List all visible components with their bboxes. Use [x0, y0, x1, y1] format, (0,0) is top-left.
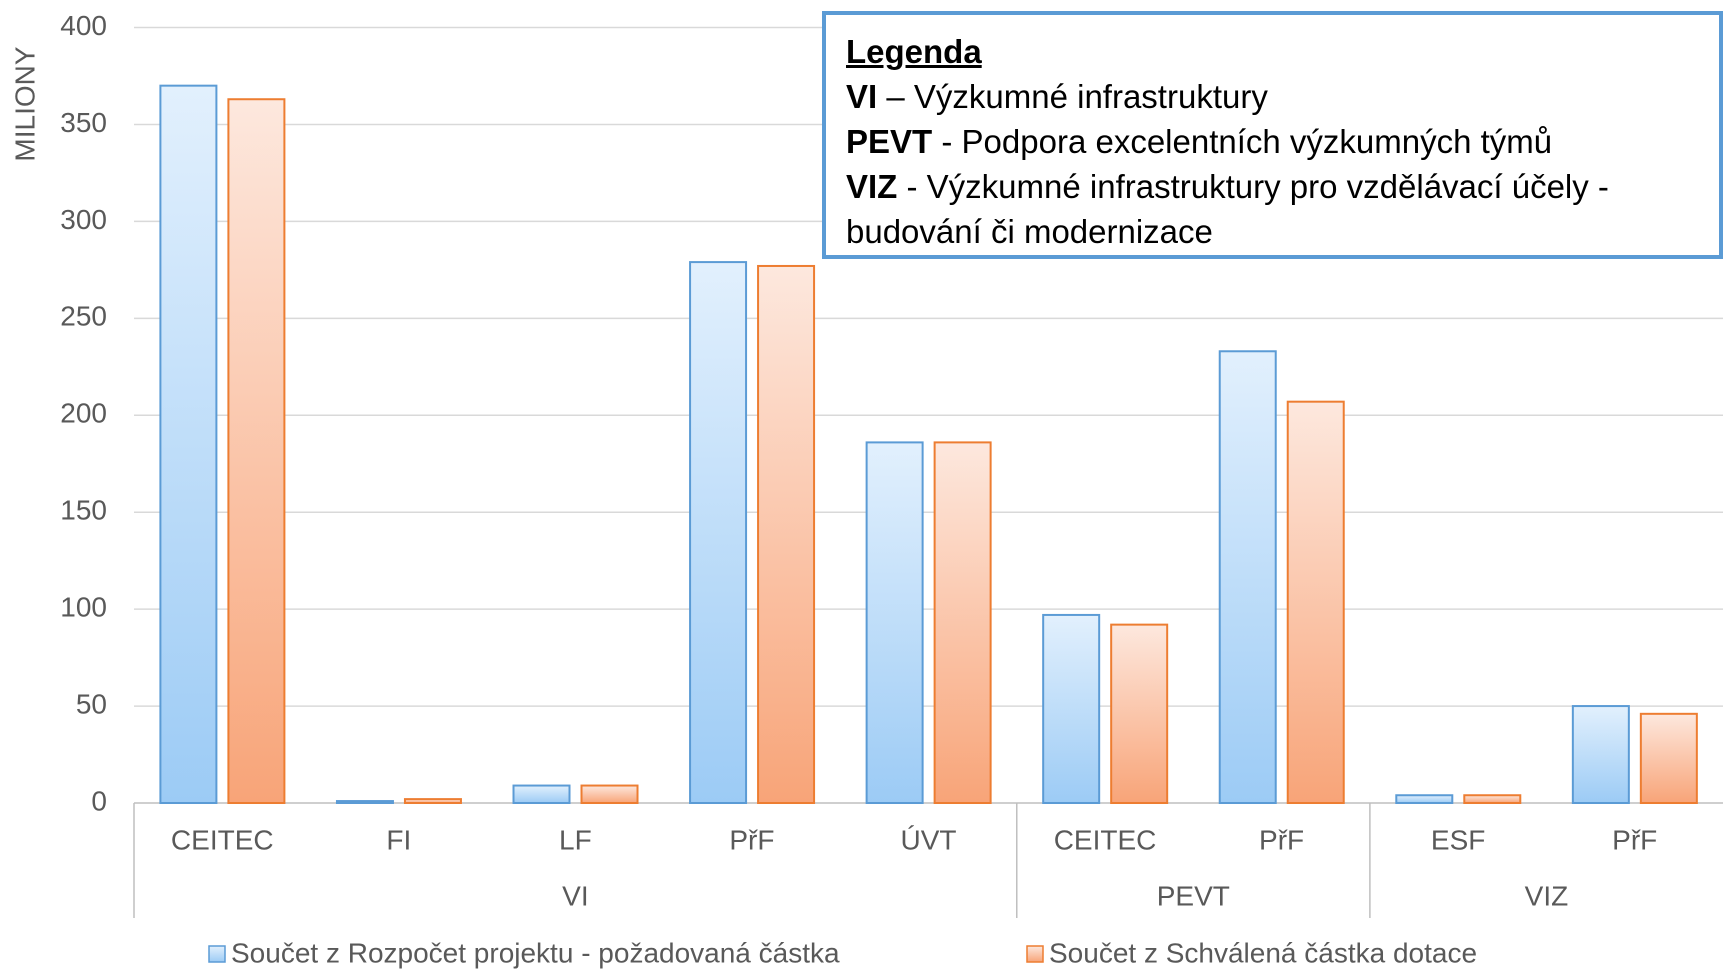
- legend-title: Legenda: [846, 29, 1703, 74]
- bar: [159, 84, 218, 805]
- group-label: VI: [562, 880, 588, 911]
- x-tick-label: CEITEC: [1054, 824, 1157, 855]
- bar: [1463, 794, 1522, 804]
- legend-item: VIZ - Výzkumné infrastruktury pro vzdělá…: [846, 164, 1703, 254]
- y-tick-label: 100: [60, 592, 107, 623]
- bar: [1639, 712, 1698, 805]
- x-tick-label: CEITEC: [171, 824, 274, 855]
- term-text: - Výzkumné infrastruktury pro vzdělávací…: [846, 168, 1609, 250]
- x-tick-label: PřF: [729, 824, 774, 855]
- legend-title-text: Legenda: [846, 33, 982, 70]
- x-tick-label: PřF: [1259, 824, 1304, 855]
- x-tick-label: PřF: [1612, 824, 1657, 855]
- y-tick-label: 150: [60, 495, 107, 526]
- y-axis-label: MILIONY: [9, 46, 40, 161]
- bar: [1042, 613, 1101, 804]
- y-tick-label: 0: [91, 785, 107, 816]
- bar: [403, 798, 462, 804]
- bar: [580, 784, 639, 805]
- term-text: - Podpora excelentních výzkumných týmů: [941, 123, 1553, 160]
- x-tick-label: FI: [386, 824, 411, 855]
- bar: [335, 800, 394, 805]
- x-tick-label: ESF: [1431, 824, 1485, 855]
- bar: [865, 441, 924, 804]
- term-text: – Výzkumné infrastruktury: [886, 78, 1268, 115]
- legend-swatch: [1026, 945, 1044, 963]
- term: VI: [846, 78, 878, 115]
- y-tick-label: 50: [76, 688, 107, 719]
- bar: [1218, 350, 1277, 804]
- bar: [933, 441, 992, 804]
- group-label: VIZ: [1525, 880, 1569, 911]
- bar: [689, 261, 748, 804]
- y-tick-label: 250: [60, 301, 107, 332]
- legend-label: Součet z Schválená částka dotace: [1049, 937, 1477, 968]
- x-tick-label: LF: [559, 824, 592, 855]
- bar: [1110, 623, 1169, 805]
- legend-box: Legenda VI – Výzkumné infrastruktury PEV…: [822, 11, 1723, 259]
- term: PEVT: [846, 123, 933, 160]
- bar: [757, 264, 816, 804]
- bar: [227, 98, 286, 804]
- legend-label: Součet z Rozpočet projektu - požadovaná …: [231, 937, 840, 968]
- y-tick-label: 200: [60, 398, 107, 429]
- legend-item: VI – Výzkumné infrastruktury: [846, 74, 1703, 119]
- term: VIZ: [846, 168, 898, 205]
- y-tick-label: 400: [60, 10, 107, 41]
- bar: [1571, 705, 1630, 804]
- bar: [1286, 400, 1345, 804]
- bar: [512, 784, 571, 805]
- legend-item: PEVT - Podpora excelentních výzkumných t…: [846, 119, 1703, 164]
- y-tick-label: 300: [60, 204, 107, 235]
- x-tick-label: ÚVT: [901, 824, 957, 855]
- y-tick-label: 350: [60, 107, 107, 138]
- legend-swatch: [208, 945, 226, 963]
- group-label: PEVT: [1157, 880, 1230, 911]
- bar: [1395, 794, 1454, 804]
